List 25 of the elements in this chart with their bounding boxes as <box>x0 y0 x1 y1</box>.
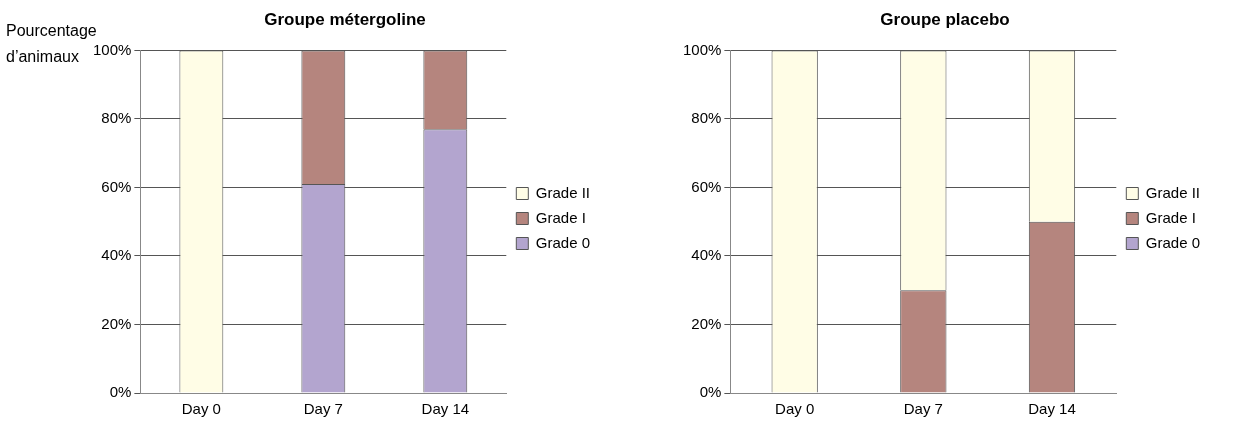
y-tick-label: 100% <box>682 40 722 58</box>
chart-title: Groupe métergoline <box>264 9 426 29</box>
y-tick-label: 80% <box>101 109 132 127</box>
legend-label: Grade I <box>535 208 586 226</box>
y-tick-label: 40% <box>101 246 132 264</box>
y-tick-label: 40% <box>691 246 722 264</box>
legend-label: Grade I <box>1145 208 1196 226</box>
legend-label: Grade II <box>1145 183 1200 201</box>
y-tick-label: 20% <box>691 314 722 332</box>
y-tick-label: 60% <box>691 177 722 195</box>
x-tick-label: Day 0 <box>181 400 221 418</box>
y-tick-label: 0% <box>699 383 722 401</box>
legend-label: Grade 0 <box>535 233 590 251</box>
y-tick-label: 60% <box>101 177 132 195</box>
y-tick-label: 20% <box>101 314 132 332</box>
legend-label: Grade 0 <box>1145 233 1200 251</box>
y-tick-label: 0% <box>109 383 132 401</box>
y-tick-label: 80% <box>691 109 722 127</box>
x-tick-label: Day 14 <box>1028 400 1076 418</box>
chart-title: Groupe placebo <box>880 9 1010 29</box>
legend-label: Grade II <box>535 183 590 201</box>
x-tick-label: Day 7 <box>303 400 343 418</box>
x-tick-label: Day 7 <box>903 400 943 418</box>
x-tick-label: Day 14 <box>421 400 470 418</box>
x-tick-label: Day 0 <box>775 400 815 418</box>
